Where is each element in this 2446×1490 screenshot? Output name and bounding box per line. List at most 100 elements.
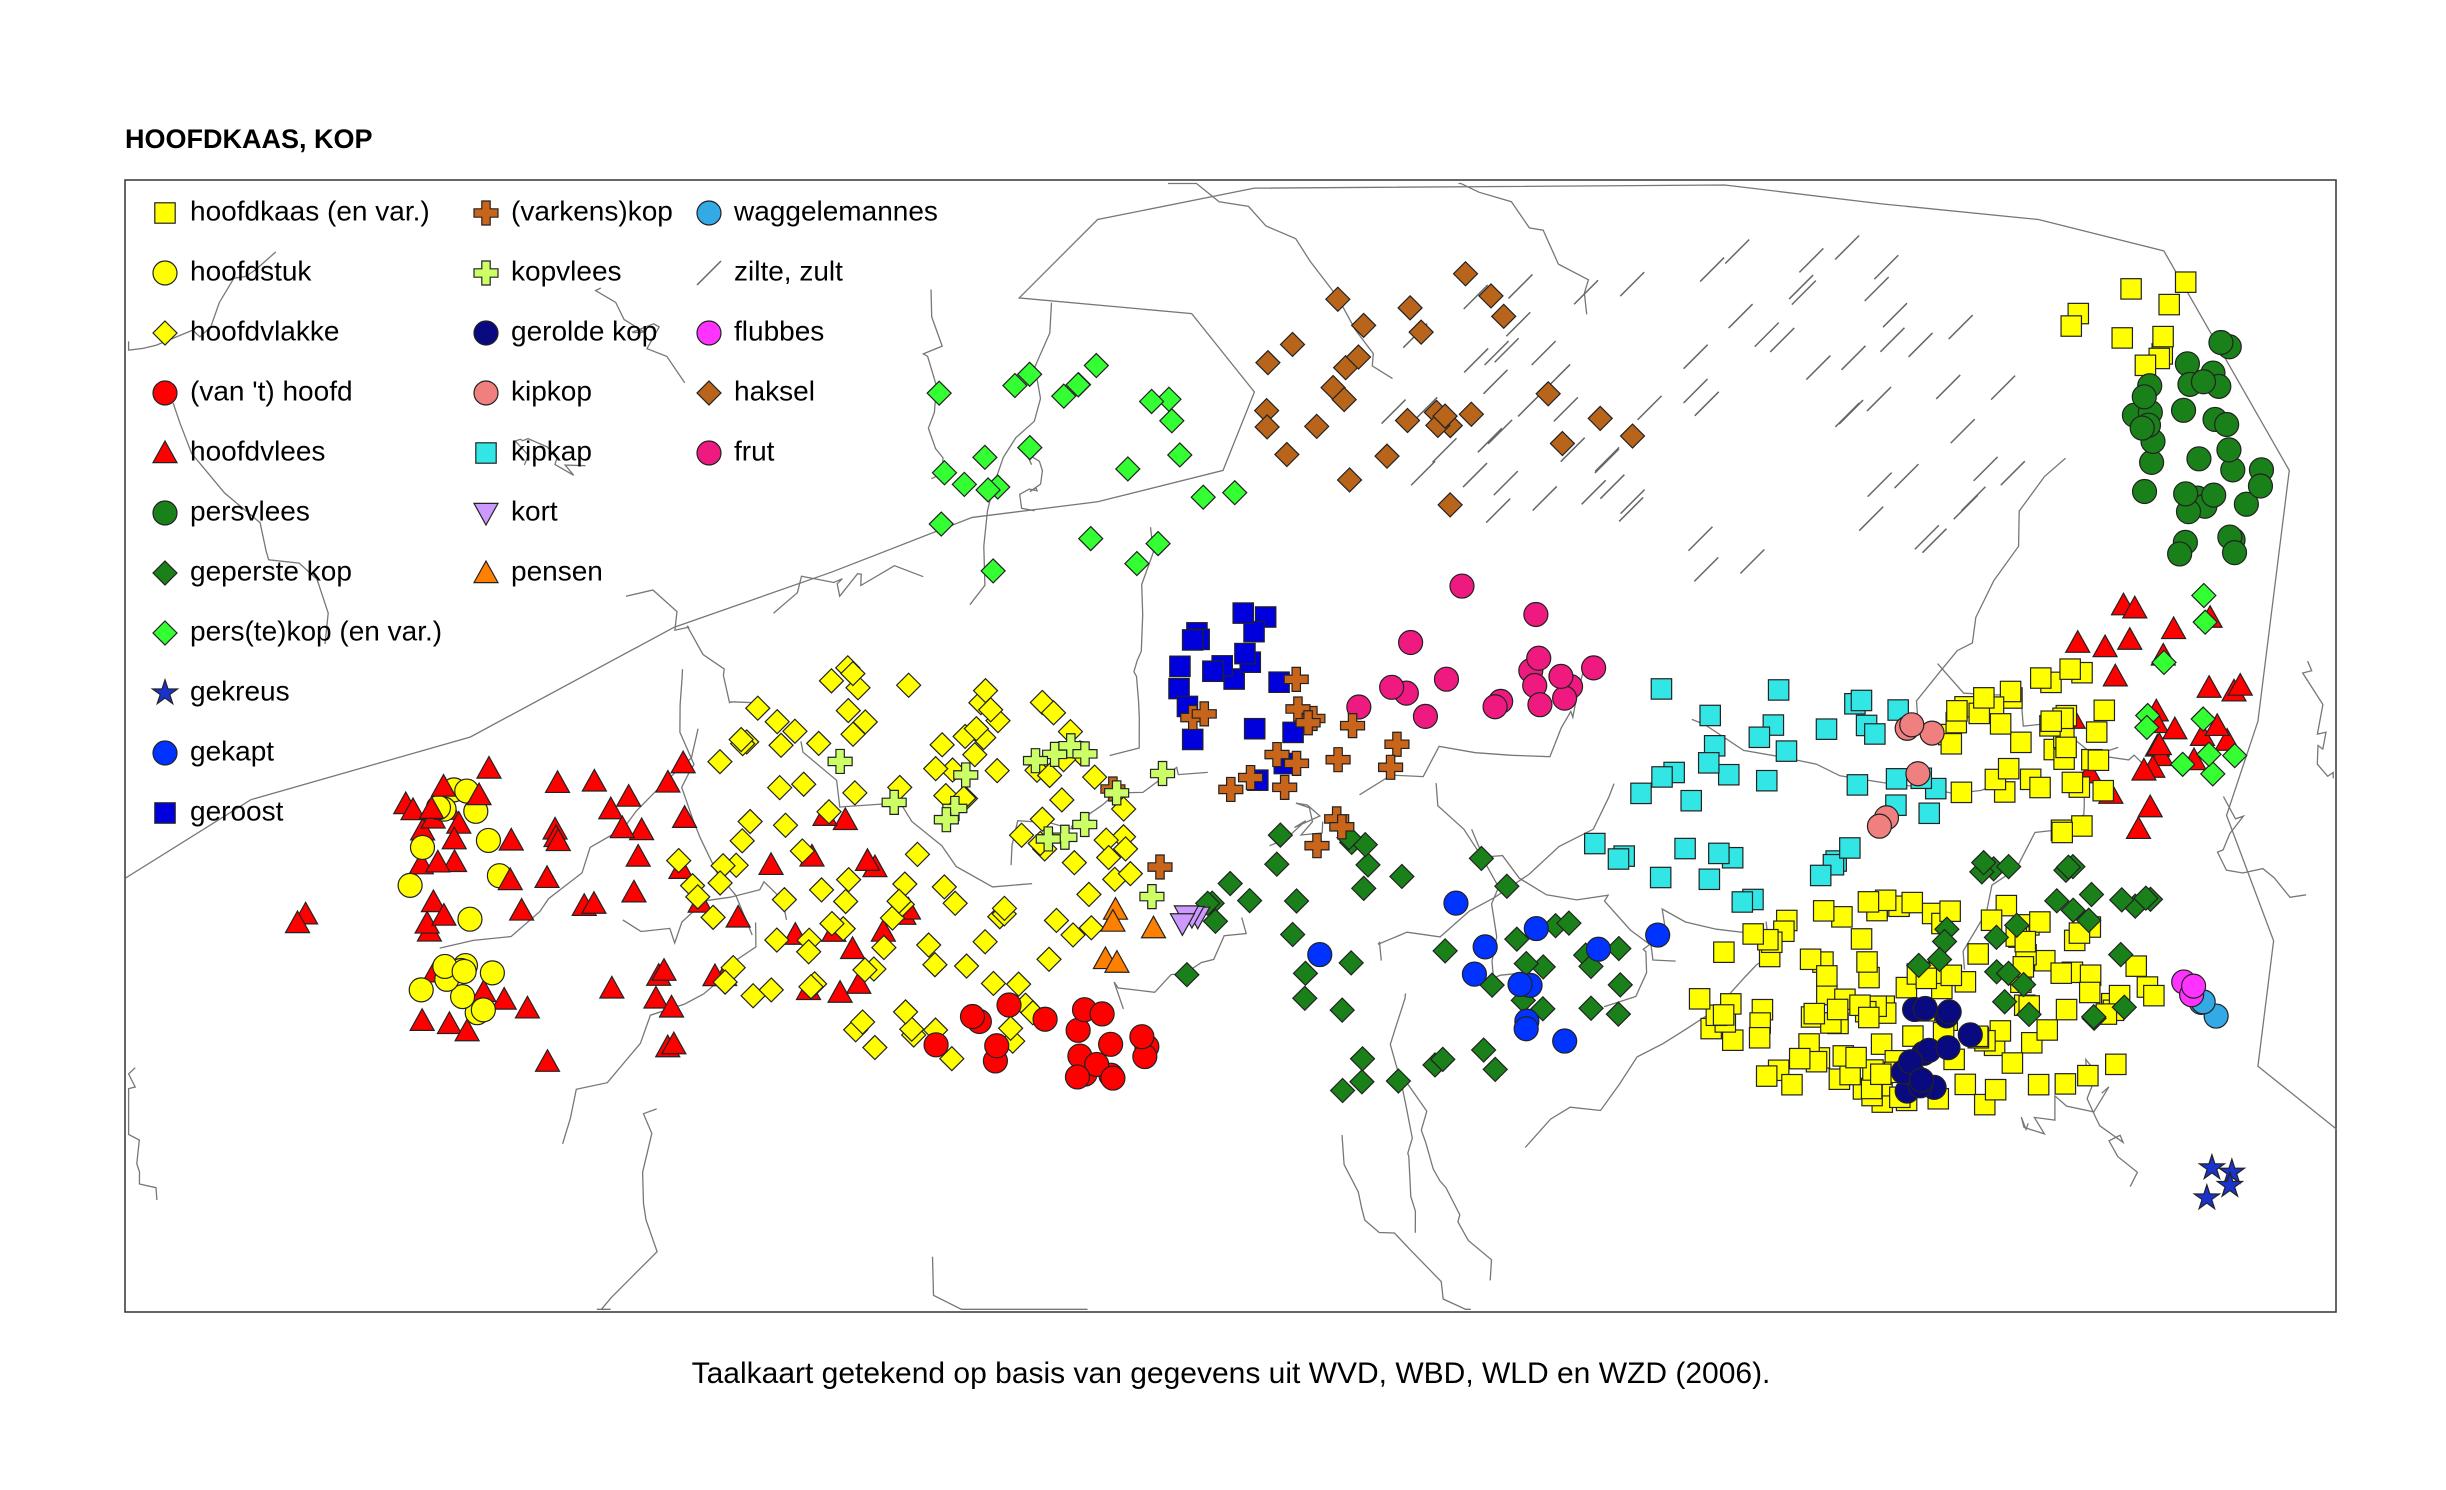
diamond-symbol [1494, 873, 1520, 900]
square-symbol [1803, 1002, 1826, 1025]
boundary-line [127, 251, 277, 351]
diamond-symbol [1040, 699, 1067, 726]
diamond-symbol [1008, 822, 1035, 849]
diamond-symbol [1217, 870, 1244, 897]
square-symbol [1950, 781, 1973, 804]
square-symbol [1826, 998, 1849, 1021]
triangle-symbol [620, 879, 647, 903]
diamond-symbol [2107, 941, 2134, 968]
legend-label: hoofdvlees [190, 435, 325, 466]
triangle-symbol [2227, 672, 2254, 696]
slash-symbol [696, 260, 722, 286]
slash-symbol [1840, 345, 1867, 371]
cross-symbol [827, 748, 853, 775]
boundary-line [127, 1067, 158, 1201]
diamond-symbol [1016, 434, 1043, 461]
triangle-symbol [839, 935, 866, 960]
diamond-symbol [1607, 972, 1634, 998]
diamond-symbol [1470, 1037, 1497, 1063]
diamond-symbol [1556, 910, 1582, 936]
circle-symbol [470, 997, 496, 1023]
slash-symbol [1484, 340, 1510, 366]
square-symbol [1202, 660, 1224, 683]
diamond-symbol [1303, 413, 1330, 440]
slash-symbol [1493, 470, 1519, 496]
diamond-symbol [1535, 380, 1562, 407]
cross-symbol [881, 789, 907, 815]
square-symbol [2134, 354, 2157, 377]
cross-symbol [1147, 854, 1173, 880]
diamond-symbol [931, 459, 958, 486]
triangle-symbol [151, 439, 179, 464]
square-symbol [1901, 891, 1924, 914]
diamond-symbol [2151, 649, 2177, 676]
diamond-symbol [728, 726, 754, 753]
diamond-symbol [1002, 372, 1028, 399]
triangle-symbol [670, 749, 697, 774]
legend-label: kopvlees [511, 255, 622, 286]
diamond-symbol [1331, 386, 1358, 413]
triangle-symbol [854, 847, 881, 871]
diamond-symbol [1349, 1045, 1376, 1072]
triangle-symbol [625, 843, 652, 867]
square-symbol [1767, 679, 1790, 701]
diamond-symbol [975, 477, 1001, 503]
square-symbol [1680, 789, 1703, 812]
legend-label: hoofdvlakke [190, 315, 339, 346]
square-symbol [2001, 1052, 2024, 1074]
square-symbol [2029, 776, 2051, 799]
slash-symbol [1864, 276, 1890, 302]
slash-symbol [1960, 486, 1986, 512]
cross-symbol [1264, 741, 1290, 768]
circle-symbol [1585, 936, 1612, 962]
circle-symbol [1129, 1024, 1155, 1050]
circle-symbol [1064, 1064, 1091, 1090]
circle-symbol [1866, 813, 1893, 839]
diamond-symbol [1124, 550, 1150, 577]
slash-symbol [1948, 314, 1974, 340]
triangle-symbol [615, 783, 642, 807]
legend-label: persvlees [190, 495, 310, 526]
triangle-symbol [1099, 908, 1126, 932]
legend-label: pensen [511, 555, 603, 586]
diamond-symbol [1452, 260, 1479, 287]
cross-symbol [1329, 814, 1355, 840]
diamond-symbol [835, 866, 862, 893]
circle-symbol [1100, 1065, 1126, 1091]
diamond-symbol [840, 721, 866, 748]
diamond-symbol [1503, 926, 1530, 953]
slash-symbol [1620, 489, 1646, 515]
slash-symbol [1619, 271, 1645, 297]
slash-symbol [1873, 254, 1899, 280]
diamond-symbol [1076, 881, 1102, 908]
slash-symbol [1560, 437, 1586, 463]
slash-symbol [1867, 472, 1893, 498]
circle-symbol [2173, 481, 2199, 507]
cross-symbol [1377, 754, 1404, 780]
cross-symbol [473, 260, 499, 286]
diamond-symbol [1482, 1056, 1509, 1083]
coastline [125, 184, 2337, 1130]
slash-symbol [1921, 528, 1948, 554]
diamond-symbol [1274, 441, 1300, 468]
square-symbol [1864, 723, 1886, 745]
circle-symbol [1507, 971, 1533, 997]
diamond-symbol [1267, 822, 1294, 848]
square-symbol [475, 442, 497, 464]
square-symbol [1748, 1026, 1771, 1049]
square-symbol [1870, 1033, 1893, 1055]
square-symbol [1243, 717, 1266, 740]
square-symbol [1939, 900, 1961, 923]
diamond-symbol [984, 757, 1011, 784]
diamond-symbol [1394, 407, 1421, 434]
square-symbol [2085, 721, 2108, 743]
diamond-symbol [2010, 971, 2037, 998]
diamond-symbol [1995, 960, 2022, 987]
boundary-line [625, 589, 755, 704]
square-symbol [1946, 700, 1968, 722]
diamond-symbol [1970, 849, 1997, 876]
boundary-line [514, 437, 586, 476]
square-symbol [1902, 1025, 1924, 1047]
cross-symbol [1139, 883, 1165, 910]
slash-symbol [1798, 247, 1824, 273]
